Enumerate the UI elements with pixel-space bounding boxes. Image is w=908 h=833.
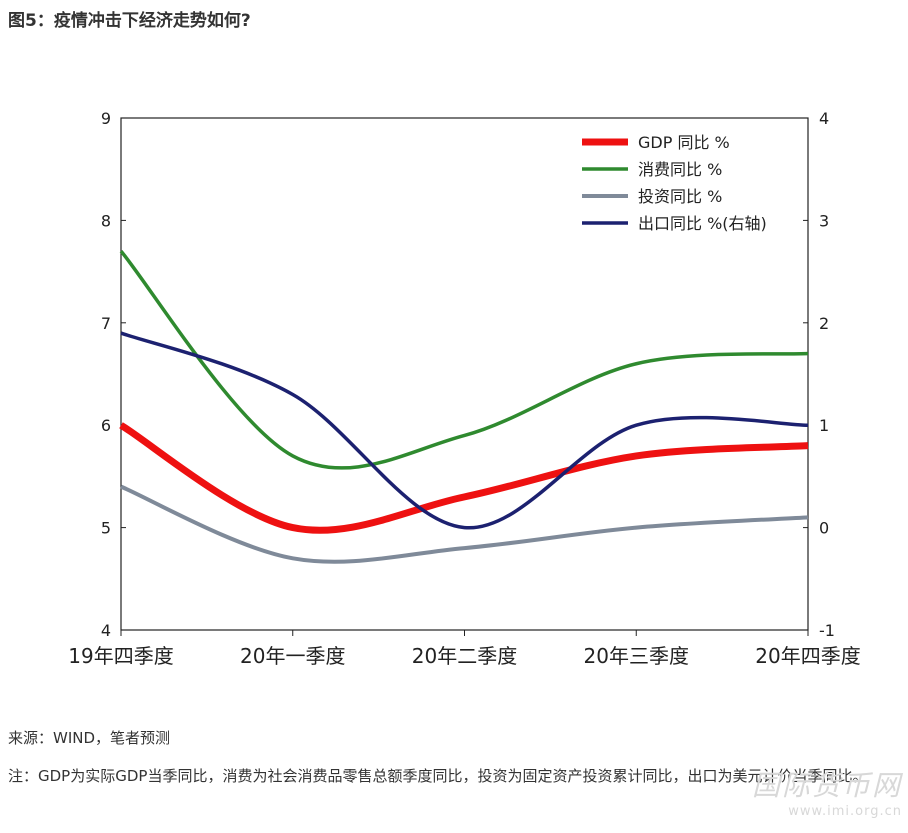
legend-label: 出口同比 %(右轴) [638, 214, 767, 233]
series-lines [119, 249, 809, 564]
left-tick-label: 4 [101, 621, 111, 640]
x-axis: 19年四季度 20年一季度 20年二季度 20年三季度 20年四季度 [68, 630, 861, 668]
legend: GDP 同比 % 消费同比 % 投资同比 % 出口同比 %(右轴) [582, 133, 767, 233]
left-tick-label: 6 [101, 416, 111, 435]
line-chart: 4 5 6 7 8 9 -1 0 1 2 3 4 19年四季度 20年一季度 20年二季度 20年三季度 2… [68, 109, 861, 668]
x-tick-label: 19年四季度 [68, 644, 173, 668]
watermark: 国际货币网 www.imi.org.cn [752, 764, 902, 819]
legend-label: 消费同比 % [638, 160, 722, 179]
source-note: 来源：WIND，笔者预测 [8, 729, 171, 747]
right-tick-label: 2 [819, 314, 829, 333]
series-line [119, 422, 809, 534]
left-tick-label: 7 [101, 314, 111, 333]
figure-title: 图5：疫情冲击下经济走势如何? [8, 11, 251, 31]
x-tick-label: 20年二季度 [412, 644, 517, 668]
right-tick-label: 0 [819, 519, 829, 538]
right-tick-label: 3 [819, 211, 829, 230]
left-axis: 4 5 6 7 8 9 [101, 109, 126, 640]
left-tick-label: 8 [101, 211, 111, 230]
series-line [120, 484, 809, 564]
left-tick-label: 5 [101, 519, 111, 538]
x-tick-label: 20年一季度 [240, 644, 345, 668]
series-line [120, 331, 809, 530]
watermark-url: www.imi.org.cn [788, 804, 902, 819]
watermark-logo: 国际货币网 [751, 769, 902, 802]
legend-label: 投资同比 % [638, 187, 722, 206]
x-tick-label: 20年三季度 [584, 644, 689, 668]
legend-label: GDP 同比 % [638, 133, 730, 152]
x-tick-label: 20年四季度 [755, 644, 860, 668]
left-tick-label: 9 [101, 109, 111, 128]
right-tick-label: -1 [819, 621, 835, 640]
right-tick-label: 4 [819, 109, 829, 128]
right-tick-label: 1 [819, 416, 829, 435]
series-line [119, 249, 809, 470]
description-note: 注：GDP为实际GDP当季同比，消费为社会消费品零售总额季度同比，投资为固定资产… [8, 767, 868, 785]
